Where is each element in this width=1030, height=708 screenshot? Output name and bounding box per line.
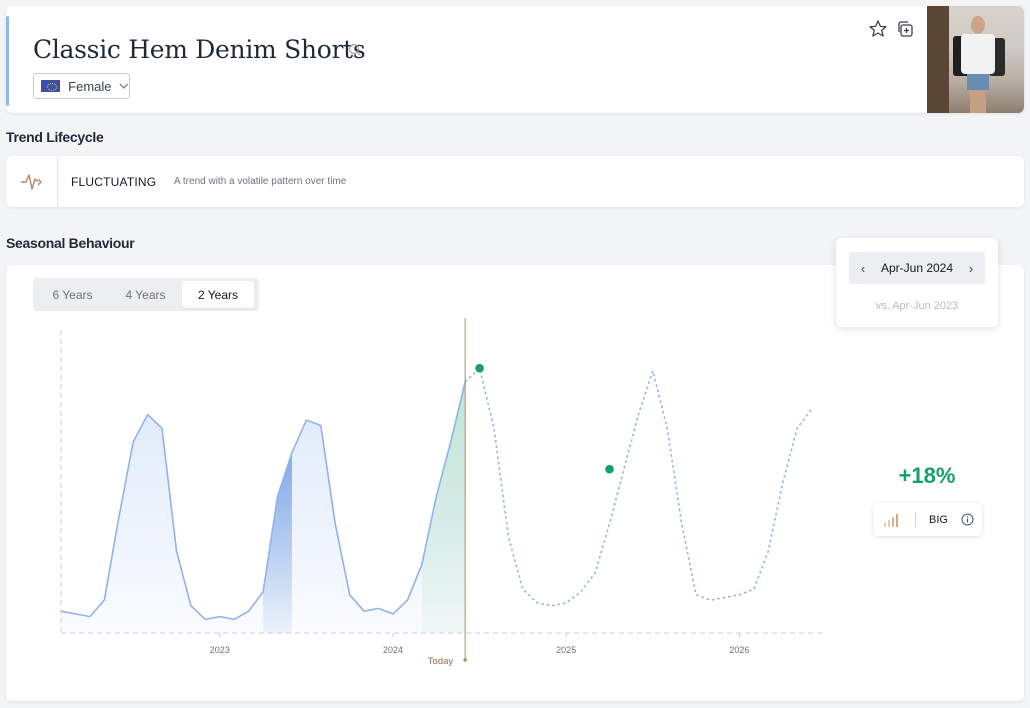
period-label: Apr-Jun 2024 <box>880 261 954 275</box>
comparison-label: vs. Apr-Jun 2023 <box>875 300 959 312</box>
growth-value: +18% <box>898 463 956 488</box>
size-label: BIG <box>929 514 948 526</box>
chevron-right-icon[interactable]: › <box>968 260 974 276</box>
gender-label: Female <box>68 78 112 94</box>
lifecycle-card: FLUCTUATING A trend with a volatile patt… <box>6 156 1024 207</box>
product-title: Classic Hem Denim Shorts <box>33 35 366 64</box>
today-label: Today <box>428 656 454 667</box>
chevron-down-icon <box>119 83 128 89</box>
info-icon[interactable] <box>961 513 974 526</box>
star-icon[interactable] <box>868 19 888 39</box>
forecast-line <box>464 366 813 607</box>
trend-size-badge: BIG <box>873 503 982 536</box>
comparison-marker <box>475 363 484 373</box>
pulse-icon <box>21 174 42 190</box>
today-dot <box>463 658 467 662</box>
period-nav: ‹ Apr-Jun 2024 › <box>849 252 985 284</box>
comparison-marker <box>605 464 614 474</box>
signal-bars-icon <box>884 514 898 527</box>
header-accent-bar <box>6 16 9 106</box>
product-image[interactable] <box>927 6 1024 113</box>
gender-selector[interactable]: Female <box>33 73 130 99</box>
x-tick-label: 2024 <box>383 645 403 655</box>
highlight-previous-period <box>263 452 292 633</box>
highlight-current-period <box>421 381 466 633</box>
x-tick-label: 2023 <box>210 645 230 655</box>
eu-flag-icon <box>41 80 61 92</box>
lifecycle-description: A trend with a volatile pattern over tim… <box>174 176 347 187</box>
tab-6-years[interactable]: 6 Years <box>52 287 93 302</box>
x-tick-label: 2025 <box>556 645 576 655</box>
x-tick-label: 2026 <box>729 645 749 655</box>
tab-4-years[interactable]: 4 Years <box>125 287 166 302</box>
seasonal-behaviour-heading: Seasonal Behaviour <box>6 235 135 251</box>
history-line <box>60 381 466 621</box>
product-header: Classic Hem Denim Shorts Female <box>6 6 1024 113</box>
add-to-collection-icon[interactable] <box>896 20 914 38</box>
lifecycle-label: FLUCTUATING <box>71 175 157 189</box>
search-icon[interactable] <box>348 43 362 57</box>
history-area <box>61 381 466 633</box>
chevron-left-icon[interactable]: ‹ <box>860 260 866 276</box>
period-selector-card: ‹ Apr-Jun 2024 › vs. Apr-Jun 2023 <box>836 238 998 327</box>
trend-lifecycle-heading: Trend Lifecycle <box>6 129 104 145</box>
range-tabs: 6 Years 4 Years 2 Years <box>33 278 259 311</box>
tab-2-years[interactable]: 2 Years <box>182 281 254 308</box>
